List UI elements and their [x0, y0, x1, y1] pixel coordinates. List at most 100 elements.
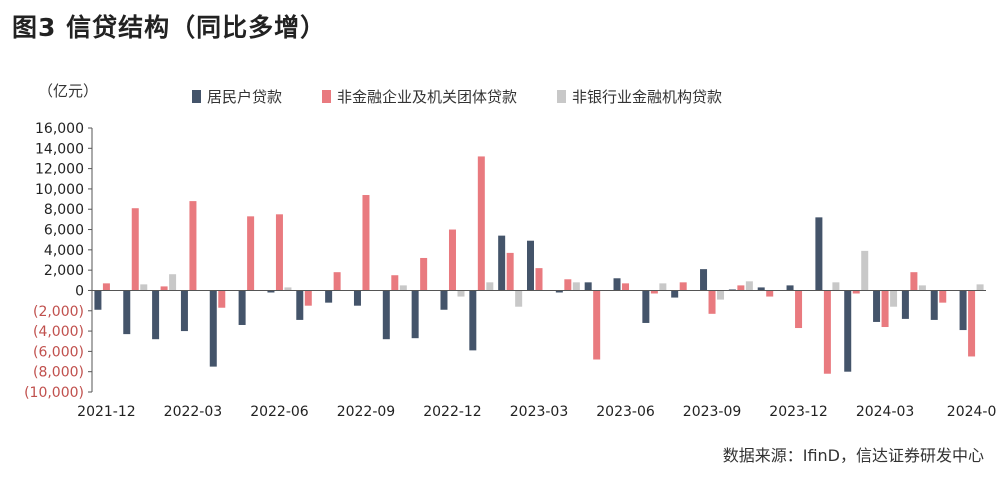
bar-household — [325, 290, 333, 303]
bar-household — [353, 290, 361, 306]
bar-household — [527, 240, 534, 291]
bar-nonbank — [284, 287, 292, 291]
bar-household — [180, 290, 188, 332]
bar-corporate — [737, 285, 745, 291]
bar-household — [296, 290, 304, 320]
bar-household — [209, 290, 217, 367]
y-tick-label: 14,000 — [35, 141, 84, 157]
bar-household — [959, 290, 967, 331]
bar-corporate — [910, 272, 918, 291]
bar-corporate — [131, 208, 139, 291]
bar-household — [757, 287, 765, 291]
bar-corporate — [766, 290, 774, 297]
bar-nonbank — [457, 290, 465, 297]
bar-household — [728, 289, 736, 291]
y-tick-label: (2,000) — [33, 304, 84, 320]
bar-corporate — [593, 290, 601, 360]
bar-household — [498, 235, 506, 291]
legend-item-household: 居民户贷款 — [192, 86, 282, 107]
chart-legend: 居民户贷款 非金融企业及机关团体贷款 非银行业金融机构贷款 — [192, 86, 722, 107]
bar-nonbank — [515, 290, 523, 307]
bar-corporate — [823, 290, 831, 374]
bar-corporate — [795, 290, 803, 329]
bar-corporate — [247, 216, 255, 291]
x-tick-label: 2023-03 — [510, 404, 569, 420]
x-tick-label: 2022-06 — [250, 404, 309, 420]
y-tick-label: 4,000 — [44, 243, 84, 259]
bar-nonbank — [486, 282, 494, 291]
bar-corporate — [304, 290, 312, 306]
x-tick-label: 2024-03 — [856, 404, 915, 420]
bar-corporate — [535, 268, 543, 291]
bar-corporate — [362, 195, 370, 291]
bar-corporate — [391, 275, 399, 291]
x-tick-label: 2021-12 — [77, 404, 136, 420]
y-tick-label: 6,000 — [44, 223, 84, 239]
bar-nonbank — [140, 284, 148, 291]
x-tick-label: 2022-12 — [423, 404, 482, 420]
bar-corporate — [939, 290, 947, 303]
y-tick-label: 16,000 — [35, 121, 84, 137]
bar-household — [267, 290, 275, 293]
bar-household — [152, 290, 160, 340]
x-tick-label: 2023-12 — [769, 404, 828, 420]
bar-household — [123, 290, 131, 335]
x-tick-label: 2023-06 — [596, 404, 655, 420]
bar-household — [584, 282, 592, 291]
bar-corporate — [160, 286, 168, 291]
bar-household — [555, 290, 563, 293]
bar-nonbank — [745, 281, 753, 291]
bar-corporate — [275, 214, 283, 291]
legend-swatch-household — [192, 90, 201, 103]
bar-household — [815, 217, 823, 291]
y-tick-label: (6,000) — [33, 344, 84, 360]
bar-nonbank — [572, 282, 580, 291]
bar-household — [700, 269, 708, 291]
bar-corporate — [708, 290, 716, 314]
bar-nonbank — [918, 285, 926, 291]
bar-corporate — [852, 290, 860, 294]
bar-nonbank — [169, 274, 177, 291]
bar-nonbank — [717, 290, 725, 300]
bar-household — [382, 290, 390, 340]
bar-corporate — [564, 279, 572, 291]
bar-corporate — [679, 282, 687, 291]
bar-nonbank — [659, 283, 667, 291]
y-axis-unit-label: （亿元） — [38, 82, 99, 100]
bar-household — [469, 290, 477, 351]
y-tick-label: (10,000) — [24, 385, 84, 401]
bar-household — [238, 290, 246, 325]
bar-nonbank — [399, 285, 407, 291]
legend-label-nonbank: 非银行业金融机构贷款 — [572, 88, 723, 106]
bar-corporate — [968, 290, 976, 357]
x-tick-label: 2023-09 — [683, 404, 742, 420]
bar-household — [613, 278, 621, 291]
bar-nonbank — [832, 282, 840, 291]
bar-household — [440, 290, 448, 310]
y-tick-label: 2,000 — [44, 263, 84, 279]
bar-corporate — [506, 252, 514, 291]
legend-label-corporate: 非金融企业及机关团体贷款 — [337, 88, 518, 106]
legend-label-household: 居民户贷款 — [207, 88, 283, 106]
y-tick-label: 8,000 — [44, 202, 84, 218]
legend-swatch-nonbank — [557, 90, 567, 103]
bar-corporate — [102, 283, 110, 291]
bar-corporate — [881, 290, 889, 328]
bar-household — [94, 290, 102, 310]
bar-nonbank — [890, 290, 898, 307]
bar-household — [642, 290, 650, 323]
y-tick-label: 10,000 — [35, 182, 84, 198]
bar-household — [901, 290, 909, 319]
bar-nonbank — [861, 250, 869, 291]
legend-item-corporate: 非金融企业及机关团体贷款 — [322, 86, 517, 107]
y-tick-label: (8,000) — [33, 365, 84, 381]
legend-item-nonbank: 非银行业金融机构贷款 — [557, 86, 722, 107]
legend-swatch-corporate — [322, 90, 332, 103]
bar-household — [844, 290, 852, 372]
bar-household — [786, 285, 794, 291]
y-tick-label: (4,000) — [33, 324, 84, 340]
x-tick-label: 2022-03 — [164, 404, 223, 420]
y-tick-label: 12,000 — [35, 162, 84, 178]
chart-title: 图3 信贷结构（同比多增） — [12, 13, 327, 42]
